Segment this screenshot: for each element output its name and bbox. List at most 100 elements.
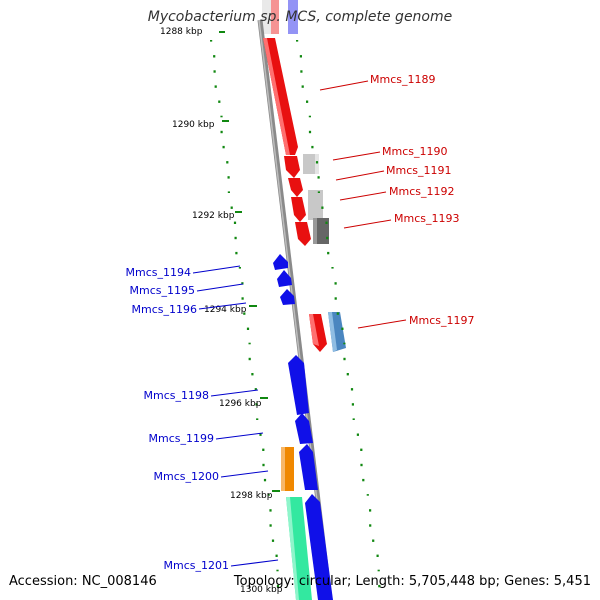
gene-arrow-mmcs-1191 <box>288 178 303 197</box>
gc-dot <box>246 327 250 330</box>
gc-dot <box>275 554 278 557</box>
gc-dot <box>336 312 339 315</box>
gc-dot <box>341 327 344 330</box>
gc-dot <box>262 463 265 467</box>
gc-dot <box>321 206 324 209</box>
gc-dot <box>213 70 216 73</box>
gene-label-mmcs-1200: Mmcs_1200 <box>154 470 219 483</box>
gc-dot <box>334 297 337 300</box>
gc-dot <box>372 539 375 542</box>
genome-summary-text: Topology: circular; Length: 5,705,448 bp… <box>233 574 591 589</box>
gc-dot <box>352 418 355 420</box>
gc-dot <box>269 524 272 527</box>
gc-dot <box>327 251 330 255</box>
gc-dot <box>366 494 369 496</box>
gene-label-mmcs-1191: Mmcs_1191 <box>386 164 451 177</box>
gc-dot <box>311 145 314 149</box>
gc-dot <box>299 55 302 58</box>
gc-dot <box>378 584 381 588</box>
reverse-gene-labels: Mmcs_1194 Mmcs_1195 Mmcs_1196 Mmcs_1198 … <box>126 265 279 572</box>
gc-dot <box>235 251 238 255</box>
gc-dot <box>271 539 275 542</box>
gc-dot <box>263 478 267 482</box>
gc-dot <box>326 236 329 240</box>
gc-dot <box>317 176 320 179</box>
gc-dot <box>308 115 311 118</box>
position-ticks <box>219 31 280 492</box>
gene-label-mmcs-1190: Mmcs_1190 <box>382 145 447 158</box>
gene-label-mmcs-1198: Mmcs_1198 <box>144 389 209 402</box>
gc-dot <box>241 297 244 300</box>
gc-dot <box>269 509 272 512</box>
gc-dot <box>356 433 359 436</box>
gc-dot <box>369 524 372 527</box>
gc-dot <box>317 191 320 193</box>
gc-dot <box>227 191 230 193</box>
gc-dot <box>214 85 217 88</box>
tick-labels: 1288 kbp 1290 kbp 1292 kbp 1294 kbp 1296… <box>160 27 283 595</box>
gc-dot <box>241 282 244 285</box>
gene-arrow-mmcs-1192 <box>291 197 306 222</box>
reverse-strand-genes <box>273 254 333 600</box>
gc-dot <box>267 494 270 496</box>
gc-dot <box>213 55 216 58</box>
gc-dot <box>369 509 372 512</box>
gc-dot <box>248 342 251 345</box>
top-partial-features <box>259 0 304 34</box>
gc-dot <box>226 161 229 164</box>
gc-dot <box>334 282 337 285</box>
tick-label: 1296 kbp <box>219 399 262 409</box>
gc-dot <box>254 388 257 391</box>
map-title: Mycobacterium sp. MCS, complete genome <box>147 9 453 25</box>
tick-label: 1298 kbp <box>230 491 273 501</box>
gc-dot <box>331 267 334 269</box>
gc-dot <box>376 554 379 557</box>
feature-seagreen <box>286 497 312 600</box>
gc-dot <box>251 373 254 376</box>
gc-dot <box>230 206 233 209</box>
gene-arrow-mmcs-1195 <box>277 270 292 287</box>
tick-label: 1300 kbp <box>240 585 283 595</box>
gene-arrow-mmcs-1196 <box>280 289 295 305</box>
gc-dot <box>276 569 279 572</box>
gene-arrow-mmcs-1201 <box>305 494 333 600</box>
gc-dot <box>308 130 312 134</box>
gc-dot <box>362 478 365 482</box>
gene-arrow-mmcs-1200 <box>299 444 318 490</box>
gc-dot <box>238 267 241 269</box>
gene-arrow-mmcs-1199 <box>295 413 313 444</box>
gc-dot <box>377 569 380 572</box>
tick-label: 1292 kbp <box>192 211 235 221</box>
gene-arrow-mmcs-1190 <box>284 156 300 178</box>
gc-dot <box>296 40 299 42</box>
gc-dot <box>315 161 319 164</box>
tick-label: 1290 kbp <box>172 120 215 130</box>
gene-arrow-mmcs-1194 <box>273 254 288 270</box>
tick-label: 1294 kbp <box>204 305 247 315</box>
gc-dot <box>243 312 246 315</box>
gene-label-mmcs-1201: Mmcs_1201 <box>164 559 229 572</box>
forward-strand-genes <box>263 38 327 352</box>
gc-dot <box>259 433 262 436</box>
gene-arrow-mmcs-1198 <box>288 355 309 415</box>
gene-arrow-mmcs-1193 <box>295 222 311 246</box>
gc-dot <box>276 584 280 588</box>
gc-dot <box>350 388 354 391</box>
gc-dot <box>227 176 230 179</box>
feature-blocks <box>303 154 346 352</box>
gc-dot <box>325 221 328 224</box>
gc-dot <box>234 236 237 240</box>
gene-label-mmcs-1189: Mmcs_1189 <box>370 73 435 86</box>
gc-dot <box>360 463 363 467</box>
gc-dot <box>220 115 223 118</box>
accession-text: Accession: NC_008146 <box>9 574 157 589</box>
gc-dot <box>346 373 349 376</box>
gene-label-mmcs-1195: Mmcs_1195 <box>130 284 195 297</box>
gc-dot <box>248 357 251 361</box>
forward-gene-labels: Mmcs_1189 Mmcs_1190 Mmcs_1191 Mmcs_1192 … <box>319 73 474 329</box>
gene-label-mmcs-1199: Mmcs_1199 <box>149 432 214 445</box>
gc-dot <box>343 342 346 345</box>
gc-dot <box>220 130 223 134</box>
gene-label-mmcs-1194: Mmcs_1194 <box>126 266 191 279</box>
gc-dot <box>300 70 303 73</box>
